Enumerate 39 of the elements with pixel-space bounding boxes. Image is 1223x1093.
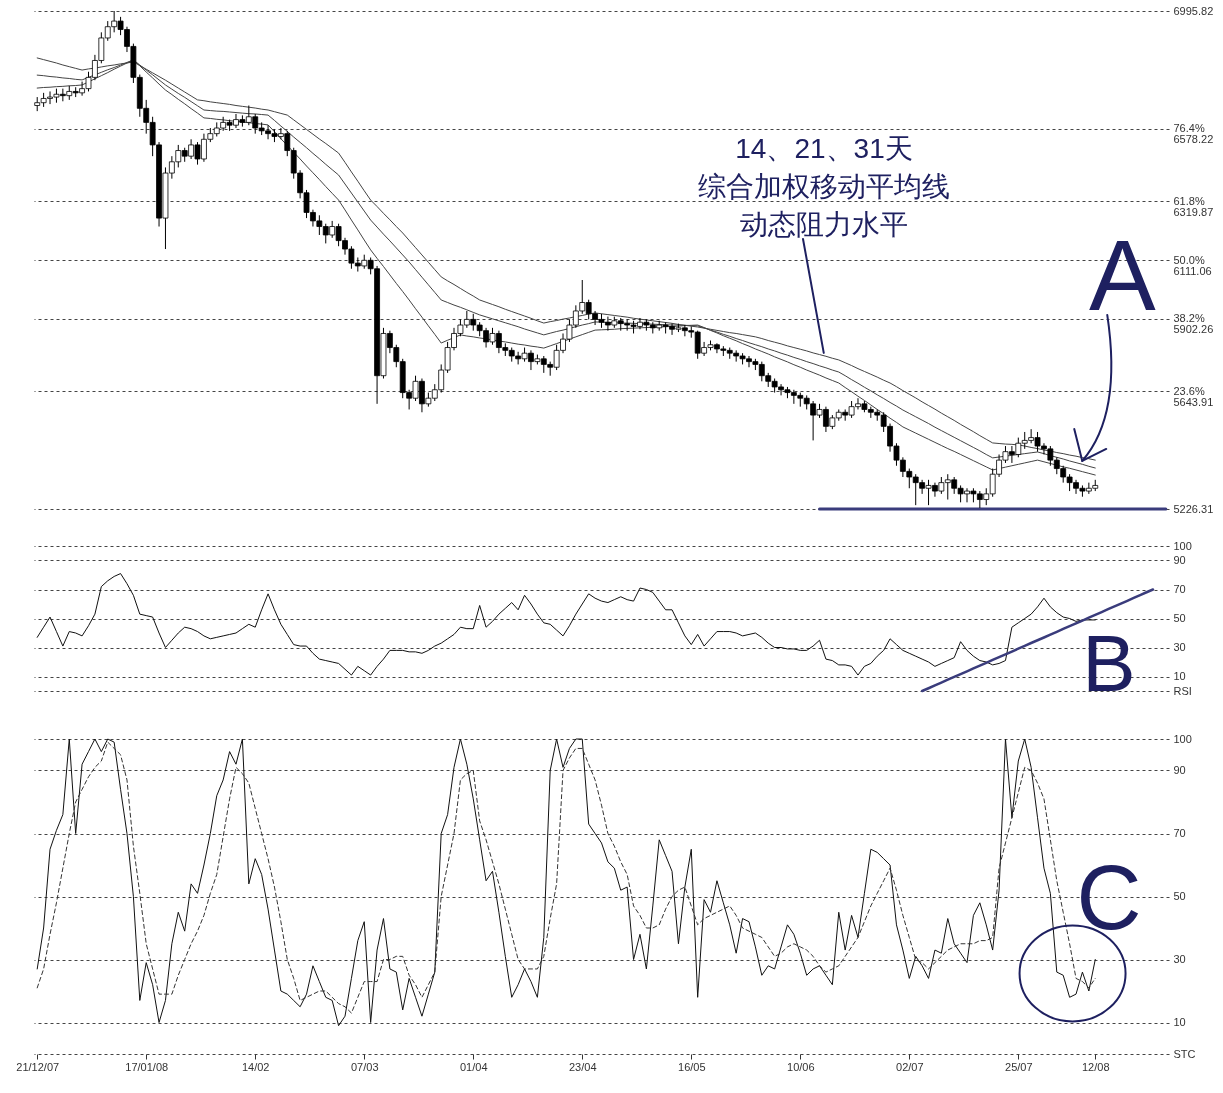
x-tick-label: 10/06 bbox=[787, 1060, 815, 1073]
annotation: 14、21、31天 bbox=[735, 133, 913, 164]
y-tick-label: 61.8% 6319.87 bbox=[1173, 194, 1214, 218]
annotation: B bbox=[1082, 619, 1136, 708]
annotation: 综合加权移动平均线 bbox=[698, 171, 950, 202]
x-tick-label: 02/07 bbox=[896, 1060, 924, 1073]
y-tick-label: 90 bbox=[1173, 554, 1186, 566]
line-series bbox=[920, 588, 1155, 693]
y-tick-label: RSI bbox=[1173, 684, 1192, 697]
y-tick-label: 70 bbox=[1173, 827, 1186, 839]
y-tick-label: 90 bbox=[1173, 764, 1186, 776]
y-tick-label: 5226.31 bbox=[1173, 502, 1214, 515]
x-tick-label: 14/02 bbox=[241, 1060, 270, 1073]
annotation: C bbox=[1076, 848, 1142, 948]
y-tick-label: 100 bbox=[1173, 539, 1192, 552]
y-tick-label: 76.4% 6578.22 bbox=[1173, 122, 1214, 146]
y-tick-label: 38.2% 5902.26 bbox=[1173, 312, 1214, 336]
y-tick-label: 10 bbox=[1173, 670, 1186, 682]
x-tick-label: 16/05 bbox=[678, 1060, 706, 1073]
y-tick-label: 10 bbox=[1173, 1016, 1186, 1028]
y-tick-label: STC bbox=[1173, 1047, 1196, 1060]
x-tick-label: 07/03 bbox=[350, 1060, 379, 1073]
y-tick-label: 6995.82 bbox=[1173, 4, 1214, 17]
x-tick-label: 23/04 bbox=[569, 1060, 597, 1073]
y-tick-label: 70 bbox=[1173, 583, 1186, 595]
x-tick-label: 21/12/07 bbox=[16, 1060, 60, 1073]
y-tick-label: 30 bbox=[1173, 953, 1186, 965]
annotation: 动态阻力水平 bbox=[740, 209, 908, 240]
y-tick-label: 100 bbox=[1173, 732, 1192, 745]
annotation: A bbox=[1088, 218, 1156, 331]
y-tick-label: 23.6% 5643.91 bbox=[1173, 384, 1214, 408]
y-tick-label: 30 bbox=[1173, 641, 1186, 653]
x-tick-label: 01/04 bbox=[459, 1060, 488, 1073]
x-tick-label: 17/01/08 bbox=[125, 1060, 169, 1073]
y-tick-label: 50 bbox=[1173, 890, 1186, 902]
x-tick-label: 25/07 bbox=[1005, 1060, 1033, 1073]
x-tick-label: 12/08 bbox=[1081, 1060, 1110, 1073]
y-tick-label: 50 bbox=[1173, 612, 1186, 624]
y-tick-label: 50.0% 6111.06 bbox=[1173, 253, 1212, 277]
